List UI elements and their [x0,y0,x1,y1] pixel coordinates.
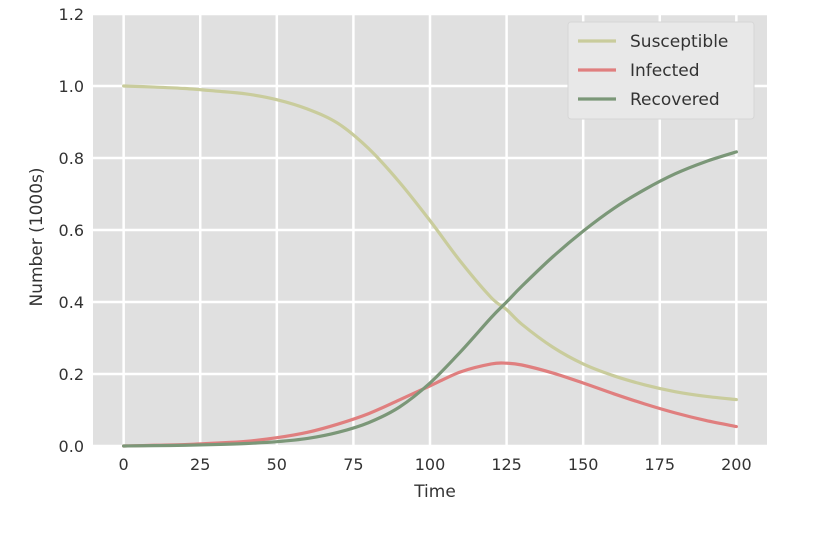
y-axis-label: Number (1000s) [27,167,47,306]
y-tick-labels: 0.0 0.2 0.4 0.6 0.8 1.0 1.2 [59,5,84,456]
series-line-susceptible [122,84,738,402]
x-axis-label: Time [413,482,456,502]
x-tick-label: 200 [721,455,752,474]
y-tick-label: 1.2 [59,5,84,24]
legend: Susceptible Infected Recovered [567,21,755,120]
legend-box [567,21,755,120]
x-tick-label: 100 [415,455,446,474]
x-tick-label: 175 [644,455,675,474]
series-line-recovered [122,150,738,448]
x-tick-label: 75 [343,455,363,474]
legend-label-infected: Infected [630,61,700,81]
y-tick-label: 0.4 [59,293,84,312]
legend-label-recovered: Recovered [630,90,720,110]
x-tick-label: 125 [491,455,522,474]
series-line-infected [122,361,738,448]
y-tick-label: 0.2 [59,365,84,384]
x-tick-labels: 0 25 50 75 100 125 150 175 200 [119,455,752,474]
y-tick-label: 0.8 [59,149,84,168]
y-tick-label: 0.0 [59,437,84,456]
y-tick-label: 0.6 [59,221,84,240]
x-tick-label: 0 [119,455,129,474]
series-lines [122,84,738,448]
x-tick-label: 50 [267,455,287,474]
x-tick-label: 25 [190,455,210,474]
legend-label-susceptible: Susceptible [630,32,728,52]
x-tick-label: 150 [568,455,599,474]
y-tick-label: 1.0 [59,77,84,96]
